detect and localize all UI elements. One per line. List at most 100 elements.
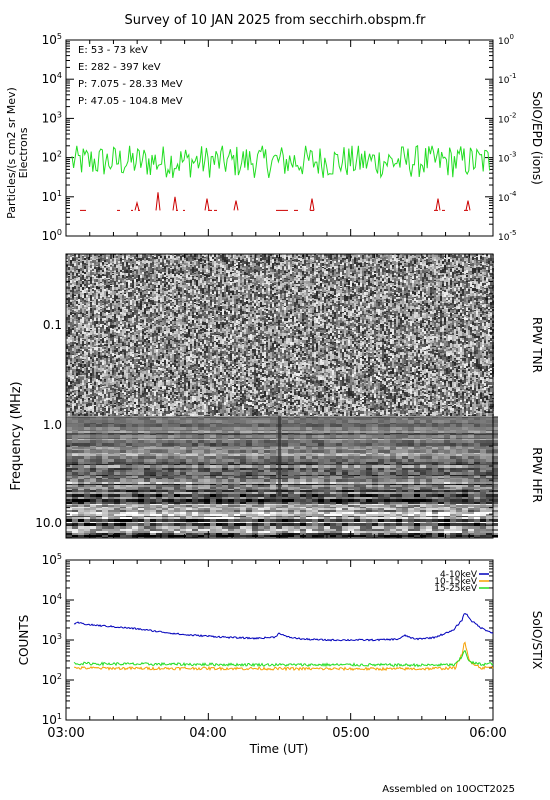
tnr-pixel xyxy=(154,353,156,355)
tnr-pixel xyxy=(106,291,108,292)
tnr-pixel xyxy=(106,344,108,346)
tnr-pixel xyxy=(92,300,94,301)
tnr-pixel xyxy=(156,274,158,277)
tnr-pixel xyxy=(164,355,166,357)
tnr-pixel xyxy=(102,360,104,363)
tnr-pixel xyxy=(134,382,136,385)
tnr-pixel xyxy=(144,388,146,391)
tnr-pixel xyxy=(76,281,78,283)
tnr-pixel xyxy=(168,344,170,346)
tnr-pixel xyxy=(108,348,110,349)
tnr-pixel xyxy=(162,362,164,363)
tnr-pixel xyxy=(70,301,72,302)
tnr-pixel xyxy=(82,375,84,376)
tnr-pixel xyxy=(74,309,76,311)
tnr-pixel xyxy=(94,336,96,337)
tnr-pixel xyxy=(82,280,84,281)
tnr-pixel xyxy=(146,333,148,335)
tnr-pixel xyxy=(166,353,168,354)
tnr-pixel xyxy=(172,313,174,314)
tnr-pixel xyxy=(146,275,148,278)
tnr-pixel xyxy=(172,287,174,290)
tnr-pixel xyxy=(88,298,90,301)
tnr-pixel xyxy=(114,314,116,317)
tnr-pixel xyxy=(106,295,108,296)
tnr-pixel xyxy=(168,398,170,401)
tnr-pixel xyxy=(92,378,94,381)
tnr-pixel xyxy=(142,299,144,300)
tnr-pixel xyxy=(118,347,120,348)
tnr-pixel xyxy=(76,338,78,339)
tnr-pixel xyxy=(98,301,100,302)
tnr-pixel xyxy=(122,389,124,391)
tnr-pixel xyxy=(90,292,92,295)
tnr-pixel xyxy=(132,346,134,347)
tnr-pixel xyxy=(136,378,138,379)
tnr-pixel xyxy=(164,350,166,353)
tnr-pixel xyxy=(160,358,162,360)
tnr-pixel xyxy=(100,360,102,362)
tnr-pixel xyxy=(114,364,116,365)
tnr-pixel xyxy=(86,297,88,298)
tnr-pixel xyxy=(110,359,112,361)
tnr-pixel xyxy=(174,275,176,276)
tnr-pixel xyxy=(120,300,122,302)
tnr-pixel xyxy=(90,414,92,416)
tnr-pixel xyxy=(114,298,116,301)
tnr-pixel xyxy=(170,351,172,352)
tnr-pixel xyxy=(96,344,98,345)
tnr-pixel xyxy=(80,351,82,354)
tnr-pixel xyxy=(166,291,168,294)
tnr-pixel xyxy=(158,344,160,346)
tnr-pixel xyxy=(114,332,116,335)
tnr-pixel xyxy=(152,379,154,382)
tnr-pixel xyxy=(74,393,76,394)
tnr-pixel xyxy=(168,281,170,282)
tnr-pixel xyxy=(120,352,122,354)
tnr-pixel xyxy=(142,366,144,367)
tnr-pixel xyxy=(104,386,106,387)
tnr-pixel xyxy=(160,333,162,336)
tnr-pixel xyxy=(174,318,176,321)
tnr-pixel xyxy=(142,326,144,327)
tnr-pixel xyxy=(128,385,130,388)
tnr-pixel xyxy=(82,293,84,295)
tnr-pixel xyxy=(88,313,90,316)
tnr-pixel xyxy=(146,355,148,357)
tnr-pixel xyxy=(114,305,116,307)
tnr-pixel xyxy=(118,330,120,333)
tnr-pixel xyxy=(178,295,180,298)
tnr-pixel xyxy=(178,317,180,319)
tnr-pixel xyxy=(108,378,110,380)
tnr-pixel xyxy=(96,265,98,266)
tnr-pixel xyxy=(110,368,112,370)
tnr-pixel xyxy=(104,344,106,346)
tnr-pixel xyxy=(120,338,122,339)
tnr-pixel xyxy=(154,270,156,272)
tnr-pixel xyxy=(138,354,140,355)
tnr-pixel xyxy=(136,269,138,270)
tnr-pixel xyxy=(178,361,180,362)
tnr-pixel xyxy=(162,314,164,315)
tnr-pixel xyxy=(134,310,136,313)
tnr-pixel xyxy=(88,289,90,290)
tnr-pixel xyxy=(80,347,82,348)
tnr-pixel xyxy=(156,303,158,306)
tnr-pixel xyxy=(124,267,126,270)
tnr-pixel xyxy=(98,334,100,335)
tnr-pixel xyxy=(108,304,110,305)
tnr-pixel xyxy=(168,381,170,383)
tnr-pixel xyxy=(96,372,98,374)
tnr-pixel xyxy=(106,268,108,270)
tnr-pixel xyxy=(134,375,136,376)
tnr-pixel xyxy=(158,285,160,288)
tnr-pixel xyxy=(166,319,168,321)
tnr-pixel xyxy=(182,257,184,260)
tnr-pixel xyxy=(82,389,84,392)
tnr-pixel xyxy=(124,375,126,377)
tnr-pixel xyxy=(182,382,184,384)
tnr-pixel xyxy=(148,404,150,405)
tnr-pixel xyxy=(162,328,164,331)
tnr-pixel xyxy=(72,381,74,382)
tnr-pixel xyxy=(138,267,140,269)
